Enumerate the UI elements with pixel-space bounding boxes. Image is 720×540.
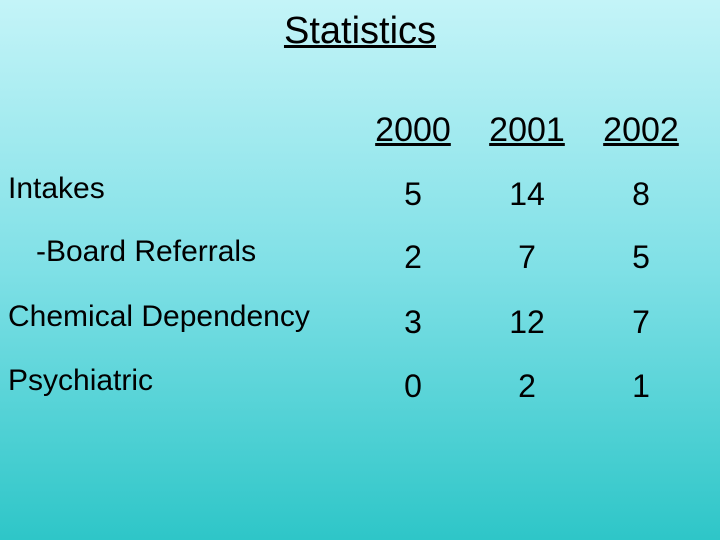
cell-value: 0 [404, 368, 422, 404]
row-label: -Board Referrals [36, 235, 257, 268]
cell-value: 2 [404, 239, 422, 275]
cell-value: 7 [518, 239, 536, 275]
slide-title: Statistics [283, 10, 437, 52]
cell-value: 12 [509, 304, 545, 340]
column-header: 2000 [375, 111, 451, 149]
cell-value: 8 [632, 176, 650, 212]
cell-value: 5 [632, 239, 650, 275]
row-label: Chemical Dependency [8, 300, 310, 333]
column-header: 2002 [603, 111, 679, 149]
cell-value: 5 [404, 176, 422, 212]
cell-value: 7 [632, 304, 650, 340]
cell-value: 3 [404, 304, 422, 340]
cell-value: 2 [518, 368, 536, 404]
cell-value: 14 [509, 176, 545, 212]
column-header: 2001 [489, 111, 565, 149]
cell-value: 1 [632, 368, 650, 404]
row-label: Psychiatric [8, 364, 154, 397]
row-label: Intakes [8, 172, 105, 205]
